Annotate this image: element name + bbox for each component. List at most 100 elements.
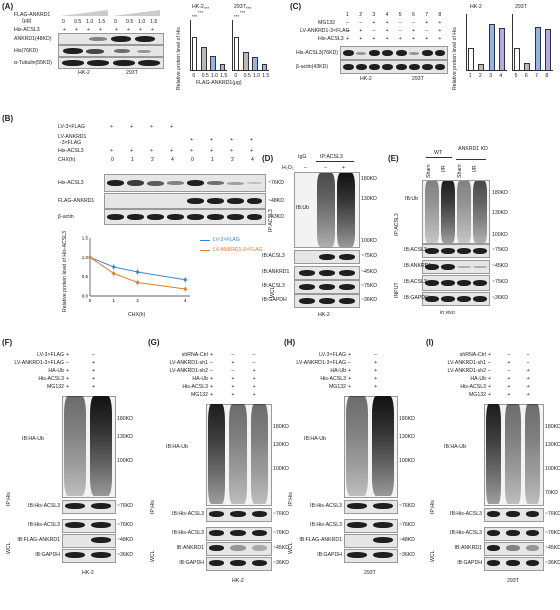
f-sign-2-1: + [92, 368, 96, 374]
b-ytick-2: 1.0 [82, 255, 89, 260]
b-sign-1-7: + [250, 137, 254, 143]
h-side-ip: IP:His [288, 492, 294, 506]
b-chx-5: 1 [211, 157, 214, 163]
h-row-1: LV-ANKRD1-3×FLAG [296, 360, 346, 366]
e-label-acsl3: IB:ACSL3 [404, 247, 427, 253]
h-label-4: IB:GAPDH [317, 552, 342, 558]
a2-tick-2: 1.0 [252, 73, 261, 79]
c-sign-1-5: + [412, 28, 416, 34]
a-plus-2: + [87, 27, 91, 33]
c1-bar-1 [478, 64, 485, 71]
g-sign-1-2: – [252, 360, 256, 366]
a-flag-label: FLAG-ANKRD1 [14, 12, 51, 18]
g-ub-lane-1 [229, 404, 247, 504]
a-chart-hk2 [190, 20, 227, 71]
e-caption: in vivo [440, 310, 455, 316]
i-label-2: IB:His-ACSL3 [450, 530, 482, 536]
h-sign-2-1: + [374, 368, 378, 374]
b-sign-1-5: + [210, 137, 214, 143]
f-size-3: ~76KD [117, 503, 134, 509]
i-row-3: HA-Ub [470, 376, 486, 382]
c-chart1-title: HK-2 [470, 4, 482, 10]
i-sign-2-2: + [526, 368, 530, 374]
f-size-2: 100KD [117, 458, 133, 464]
i-band-1-0 [487, 511, 501, 517]
a-chart1-title: HK-2 [192, 4, 204, 10]
c-row-his: His-ACSL3 [318, 36, 344, 42]
i-size-4: ~76KD [545, 511, 560, 517]
a-dose-4: 0 [114, 19, 117, 25]
panel-e-label: (E) [388, 154, 399, 163]
f-band-4-1 [91, 552, 111, 558]
a2-bar-2 [252, 56, 258, 71]
i-row-4: His-ACSL3 [460, 384, 486, 390]
d-label-ankrd1: IB:ANKRD1 [262, 269, 290, 275]
e-lane-1: Sham [426, 164, 432, 178]
g-row-0: shRNA-Ctrl [181, 352, 208, 358]
i-band-1-1 [506, 511, 520, 517]
f-sign-1-1: + [92, 360, 96, 366]
e-blot-ankrd1 [422, 260, 490, 274]
a-plus-1: + [75, 27, 79, 33]
g-size-5: ~45KD [273, 545, 290, 551]
b-size-76: ~76KD [268, 180, 285, 186]
g-sign-5-1: + [231, 392, 235, 398]
f-ub-lane-1 [90, 396, 112, 496]
c-sign-1-0: – [346, 28, 349, 34]
b-chx-2: 2 [151, 157, 154, 163]
a-dose-6: 1.0 [138, 19, 146, 25]
g-sign-2-2: + [252, 368, 256, 374]
g-sign-0-2: – [252, 352, 256, 358]
a-cell-hk2: HK-2 [78, 70, 90, 76]
c-sign-1-1: + [359, 28, 363, 34]
panel-c-label: (C) [290, 2, 302, 11]
c-chart-ylabel: Relative protein level of His [452, 27, 458, 90]
i-band-3-1 [506, 545, 520, 551]
a-sig-4: *** [234, 14, 240, 19]
f-size-0: 180KD [117, 416, 133, 422]
i-band-2-1 [506, 530, 520, 536]
d-size-180: 180KD [361, 176, 377, 182]
g-size-3: ~76KD [273, 511, 290, 517]
g-label-ub: IB:HA-Ub [166, 444, 188, 450]
i-ub-lane-2 [524, 404, 540, 504]
c-sign-0-1: – [359, 20, 363, 26]
b-sign-2-6: + [230, 148, 234, 154]
g-label-4: IB:GAPDH [179, 560, 204, 566]
c-sign-1-2: – [372, 28, 376, 34]
i-size-0: 180KD [545, 424, 560, 430]
a-chart-293t [232, 20, 269, 71]
b-chx-6: 2 [231, 157, 234, 163]
d-blot-acsl3-wcl [294, 280, 360, 294]
i-sign-3-1: + [507, 376, 511, 382]
b-chart-ylabel: Relative protein level of His-ACSL3 [62, 230, 68, 312]
h-size-0: 180KD [399, 416, 415, 422]
c2-tick-2: 7 [535, 73, 538, 79]
d-side-ip: IP:ACSL3 [268, 209, 274, 232]
c-sign-0-0: – [346, 20, 349, 26]
h-band-1-1 [373, 503, 393, 509]
a-plus-0: + [63, 27, 67, 33]
d-h2o2: H₂O₂ [282, 165, 294, 171]
h-row-3: His-ACSL3 [320, 376, 346, 382]
c-blot-his [340, 46, 448, 60]
c2-bar-3 [544, 28, 551, 71]
e-wt: WT [434, 150, 443, 156]
d-size-36: ~36KD [361, 297, 378, 303]
a-dose-1: 0.5 [74, 19, 82, 25]
h-sign-2-0: + [348, 368, 352, 374]
b-chx-7: 4 [251, 157, 254, 163]
c2-tick-1: 6 [524, 73, 528, 79]
e-size-75: ~75KD [492, 247, 509, 253]
e-size-36: ~36KD [492, 295, 509, 301]
d-size-75: ~75KD [361, 253, 378, 259]
d-sign-2: – [324, 165, 327, 171]
c-lane-5: 6 [412, 12, 415, 18]
f-band-3-1 [91, 537, 111, 543]
i-label-3: IB:ANKRD1 [454, 545, 482, 551]
panel-h-label: (H) [284, 338, 296, 347]
g-size-1: 130KD [273, 442, 289, 448]
g-sign-4-0: + [210, 384, 214, 390]
panel-b-label: (B) [2, 114, 14, 123]
i-band-4-1 [506, 560, 520, 566]
